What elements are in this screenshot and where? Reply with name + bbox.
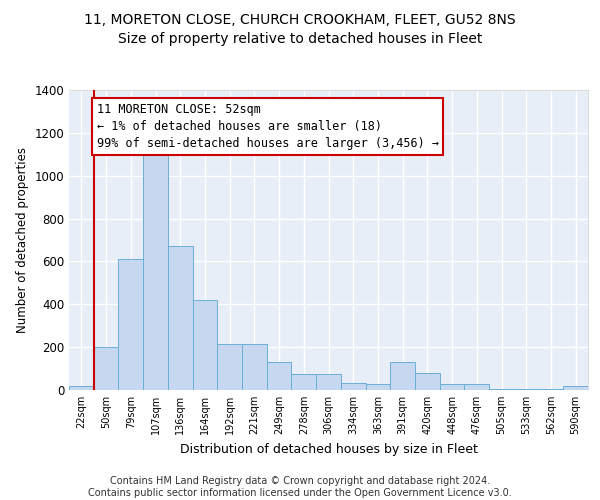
Text: 11 MORETON CLOSE: 52sqm
← 1% of detached houses are smaller (18)
99% of semi-det: 11 MORETON CLOSE: 52sqm ← 1% of detached… — [97, 103, 439, 150]
Bar — [143, 152, 168, 390]
Bar — [242, 344, 267, 390]
Bar — [94, 347, 118, 390]
Y-axis label: Number of detached properties: Number of detached properties — [16, 147, 29, 333]
Bar — [539, 389, 563, 390]
Bar — [365, 384, 390, 390]
Text: Contains HM Land Registry data © Crown copyright and database right 2024.
Contai: Contains HM Land Registry data © Crown c… — [88, 476, 512, 498]
Bar — [316, 374, 341, 390]
Bar — [217, 344, 242, 390]
Text: 11, MORETON CLOSE, CHURCH CROOKHAM, FLEET, GU52 8NS: 11, MORETON CLOSE, CHURCH CROOKHAM, FLEE… — [84, 12, 516, 26]
Bar — [341, 382, 365, 390]
Bar — [292, 374, 316, 390]
Bar — [118, 260, 143, 390]
Bar — [69, 386, 94, 390]
Bar — [267, 362, 292, 390]
Bar — [563, 386, 588, 390]
Bar — [415, 373, 440, 390]
Bar — [514, 389, 539, 390]
Bar — [390, 362, 415, 390]
Bar — [464, 384, 489, 390]
X-axis label: Distribution of detached houses by size in Fleet: Distribution of detached houses by size … — [179, 442, 478, 456]
Bar — [489, 389, 514, 390]
Bar — [168, 246, 193, 390]
Bar — [440, 384, 464, 390]
Text: Size of property relative to detached houses in Fleet: Size of property relative to detached ho… — [118, 32, 482, 46]
Bar — [193, 300, 217, 390]
